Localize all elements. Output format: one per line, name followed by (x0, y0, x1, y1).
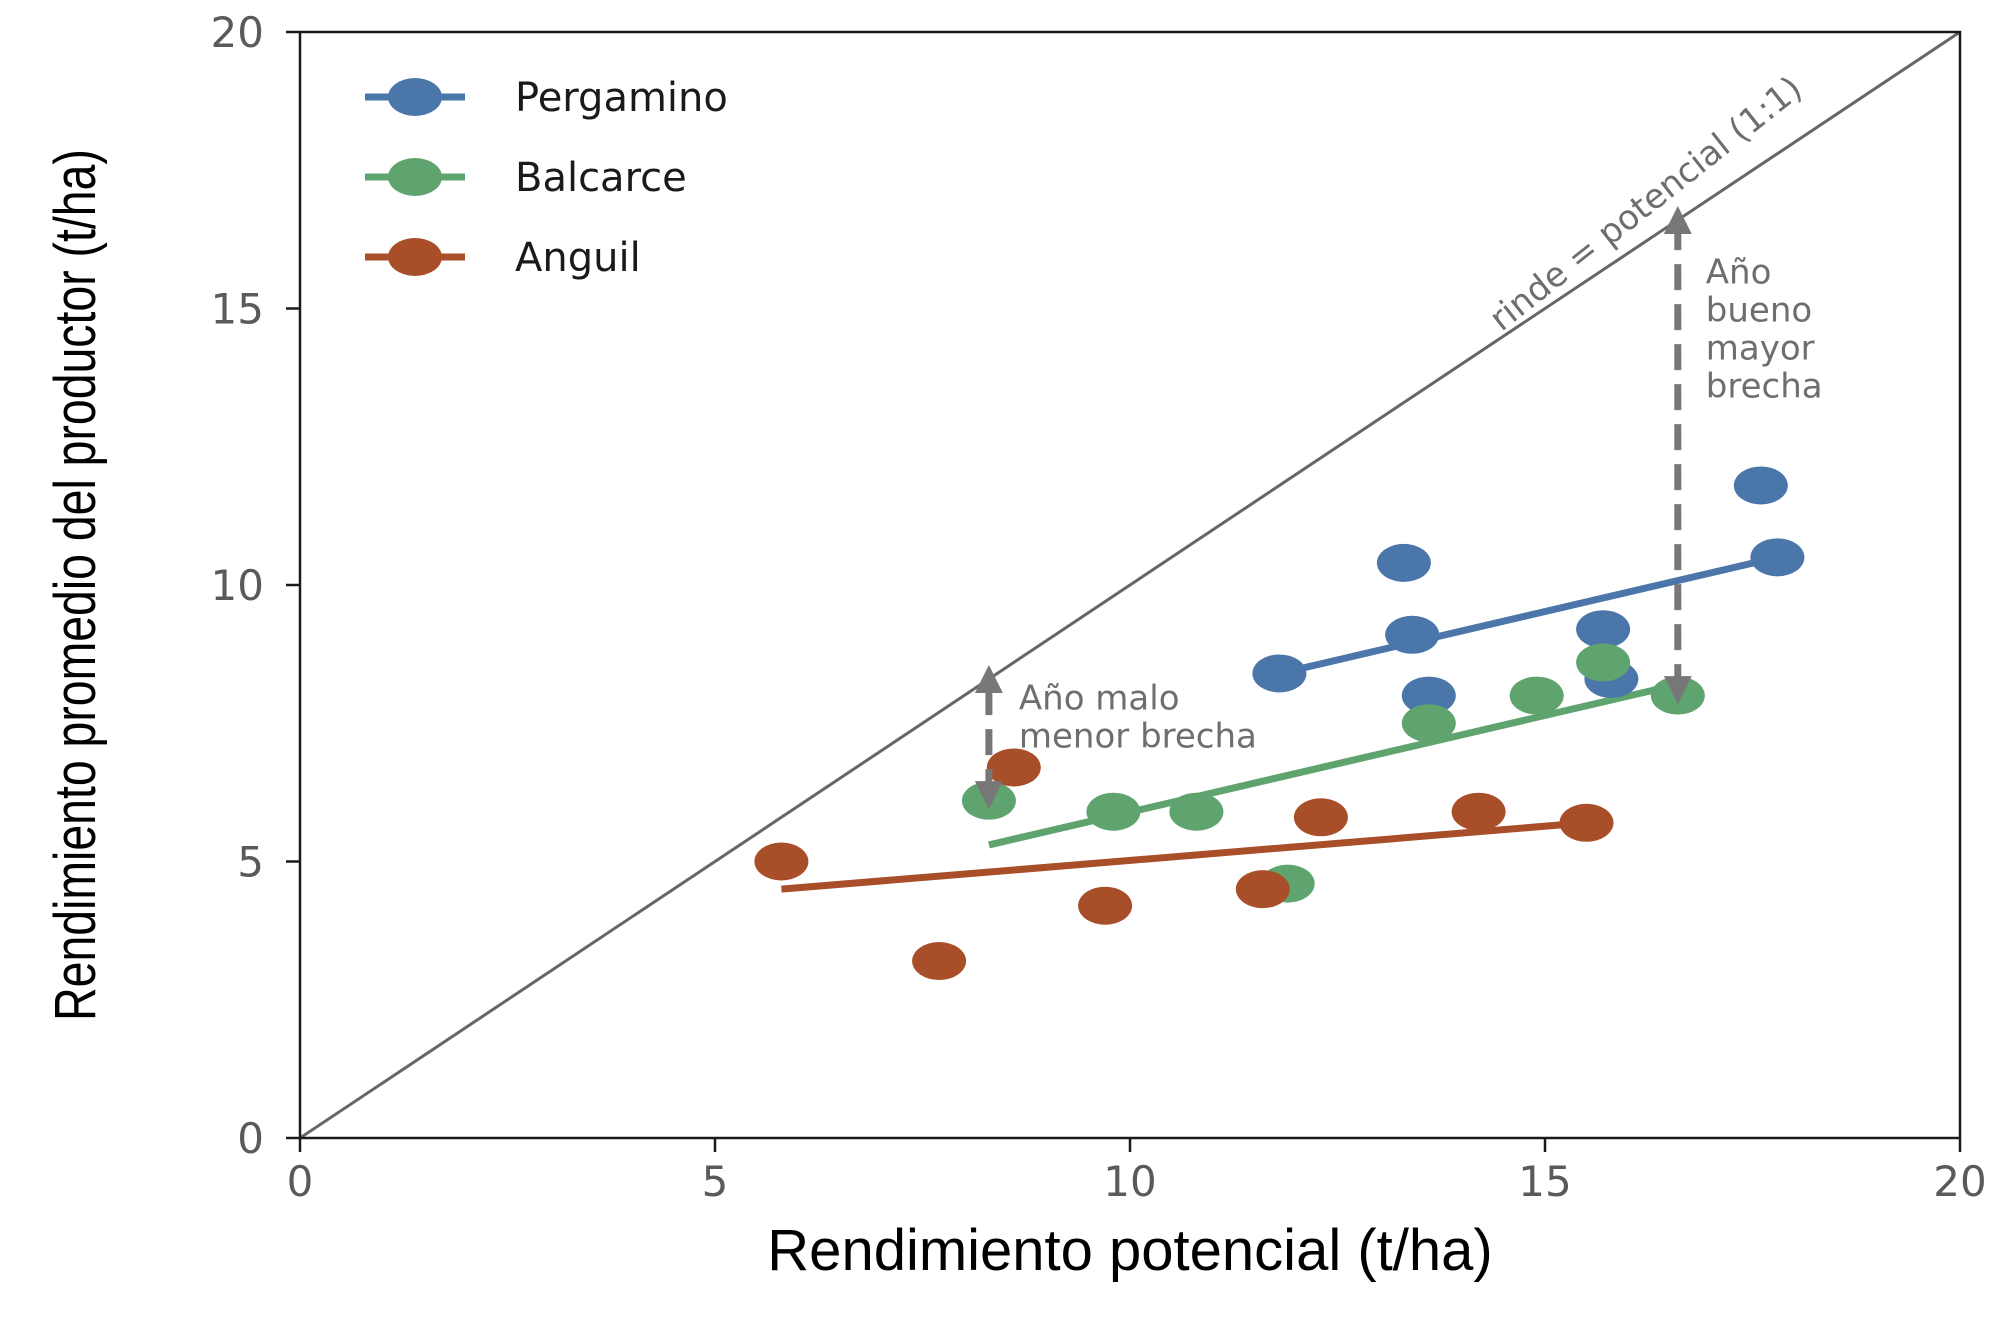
data-point-pergamino (1576, 610, 1631, 649)
legend: Pergamino Balcarce Anguil (365, 75, 728, 281)
data-point-balcarce (1086, 792, 1141, 831)
legend-marker-pergamino (388, 78, 442, 116)
annotation-text-bad-year: Año malo (1019, 678, 1180, 718)
legend-label-balcarce: Balcarce (515, 155, 687, 201)
data-point-anguil (1235, 870, 1290, 909)
x-tick-label: 5 (702, 1157, 729, 1206)
legend-label-anguil: Anguil (515, 235, 641, 281)
annotation-text-bad-year: menor brecha (1019, 716, 1257, 756)
ticks-layer: 0 5 10 15 20 0 5 10 15 20 (211, 8, 1987, 1206)
data-point-anguil (1451, 792, 1506, 831)
data-point-balcarce (1401, 704, 1456, 743)
y-tick-label: 5 (237, 838, 264, 887)
data-points-layer (754, 466, 1805, 981)
data-point-pergamino (1385, 615, 1440, 654)
data-point-anguil (1559, 803, 1614, 842)
y-tick-label: 0 (237, 1114, 264, 1163)
x-axis-title: Rendimiento potencial (t/ha) (767, 1218, 1492, 1283)
x-tick-label: 10 (1103, 1157, 1156, 1206)
x-tick-label: 0 (287, 1157, 314, 1206)
data-point-anguil (1078, 886, 1133, 925)
y-tick-label: 20 (211, 8, 264, 57)
trend-line-pergamino (1278, 553, 1779, 677)
data-point-balcarce (1509, 676, 1564, 715)
annotation-text-good-year: Año (1706, 253, 1772, 293)
trend-lines-layer (781, 553, 1779, 893)
legend-marker-balcarce (388, 158, 442, 196)
data-point-pergamino (1733, 466, 1788, 505)
data-point-balcarce (1169, 792, 1224, 831)
y-axis-title: Rendimiento promedio del productor (t/ha… (43, 149, 108, 1021)
data-point-pergamino (1401, 676, 1456, 715)
legend-label-pergamino: Pergamino (515, 75, 728, 121)
annotation-text-good-year: mayor (1706, 329, 1815, 369)
y-tick-label: 15 (211, 285, 264, 334)
data-point-anguil (754, 842, 809, 881)
trend-line-anguil (781, 819, 1587, 893)
legend-marker-anguil (388, 238, 442, 276)
data-point-pergamino (1252, 654, 1307, 693)
x-tick-label: 15 (1518, 1157, 1571, 1206)
data-point-anguil (912, 942, 967, 981)
data-point-balcarce (1576, 643, 1631, 682)
annotation-text-good-year: bueno (1706, 291, 1812, 331)
data-point-pergamino (1376, 543, 1431, 582)
data-point-anguil (1293, 798, 1348, 837)
x-tick-label: 20 (1933, 1157, 1986, 1206)
annotation-text-good-year: brecha (1706, 367, 1823, 407)
data-point-pergamino (1750, 538, 1805, 577)
y-tick-label: 10 (211, 561, 264, 610)
